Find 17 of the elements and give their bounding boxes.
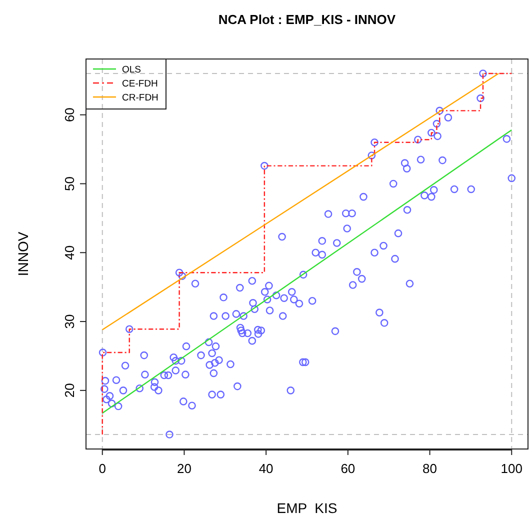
- legend-label: CE-FDH: [122, 78, 158, 90]
- x-tick-label: 60: [340, 461, 356, 476]
- y-tick-label: 40: [62, 245, 77, 260]
- y-tick-label: 50: [62, 176, 77, 191]
- chart-title: NCA Plot : EMP_KIS - INNOV: [218, 12, 396, 27]
- x-axis-title: EMP KIS: [276, 500, 338, 516]
- x-tick-label: 40: [258, 461, 274, 476]
- x-tick-label: 0: [98, 461, 106, 476]
- legend-label: OLS: [122, 64, 142, 76]
- y-tick-label: 20: [62, 383, 77, 398]
- y-tick-label: 30: [62, 314, 77, 329]
- x-tick-label: 80: [422, 461, 438, 476]
- x-tick-label: 100: [500, 461, 522, 476]
- y-axis-title: INNOV: [15, 231, 31, 276]
- x-tick-label: 20: [176, 461, 192, 476]
- y-tick-label: 60: [62, 108, 77, 122]
- legend-label: CR-FDH: [122, 92, 159, 104]
